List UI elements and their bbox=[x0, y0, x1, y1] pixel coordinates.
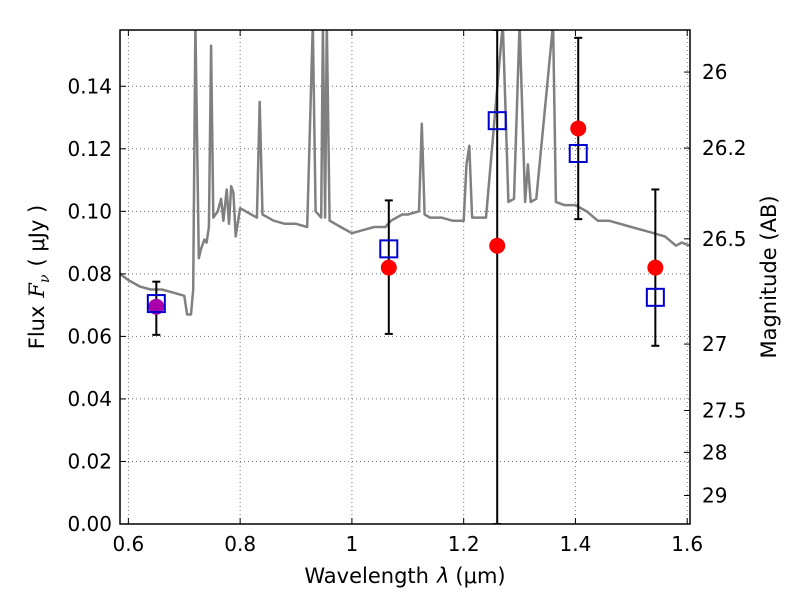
y-axis-label-sub: ν bbox=[37, 274, 53, 283]
spectrum-layer bbox=[120, 30, 690, 316]
y2-tick-label: 27 bbox=[702, 332, 727, 356]
x-axis-label-text: Wavelength bbox=[304, 564, 429, 588]
y-tick-label: 0.10 bbox=[67, 199, 112, 223]
plot-frame bbox=[119, 29, 691, 525]
y2-tick-label: 26 bbox=[702, 60, 727, 84]
observed-point bbox=[380, 259, 397, 276]
observed-point bbox=[489, 237, 506, 254]
y-tick-label: 0.06 bbox=[67, 324, 112, 348]
x-axis-label-unit: (μm) bbox=[455, 564, 505, 588]
model-spectrum-line bbox=[120, 30, 690, 316]
y-tick-label: 0.12 bbox=[67, 137, 112, 161]
model-photometry-square bbox=[379, 239, 399, 259]
y2-tick-label: 28 bbox=[702, 440, 727, 464]
y2-tick-label: 26.2 bbox=[702, 136, 747, 160]
y-tick-label: 0.02 bbox=[67, 449, 112, 473]
y-tick-label: 0.08 bbox=[67, 262, 112, 286]
x-tick-label: 1.2 bbox=[448, 532, 480, 556]
observed-point bbox=[647, 259, 664, 276]
observed-point bbox=[148, 298, 165, 315]
y-tick-label: 0.00 bbox=[67, 512, 112, 536]
y2-tick-label: 29 bbox=[702, 483, 727, 507]
model-photometry-square bbox=[645, 287, 665, 307]
y2-axis-label: Magnitude (AB) bbox=[757, 195, 781, 358]
y-axis-label-text: Flux bbox=[25, 306, 49, 350]
y-axis-label: Flux Fν ( μJy ) bbox=[25, 205, 53, 349]
model-photometry-square bbox=[487, 111, 507, 131]
y-tick-label: 0.14 bbox=[67, 74, 112, 98]
y-tick-label: 0.04 bbox=[67, 387, 112, 411]
x-tick-label: 0.6 bbox=[112, 532, 144, 556]
grid-layer bbox=[120, 30, 690, 525]
x-axis-label: Wavelength λ (μm) bbox=[304, 564, 505, 588]
y-axis-label-symbol: F bbox=[25, 282, 49, 299]
model-photometry-square bbox=[568, 144, 588, 163]
x-tick-label: 1.4 bbox=[560, 532, 592, 556]
points-layer bbox=[146, 30, 665, 524]
y2-tick-label: 27.5 bbox=[702, 398, 747, 422]
observed-point bbox=[570, 120, 587, 137]
x-tick-label: 0.8 bbox=[224, 532, 256, 556]
ticks-layer: 0.6 0.8 1 1.2 1.4 1.6 0.00 0.02 0.04 0.06 0.08 0.10… bbox=[67, 30, 747, 556]
x-axis-label-symbol: λ bbox=[436, 564, 449, 588]
y-axis-label-unit: ( μJy ) bbox=[25, 205, 49, 267]
x-tick-label: 1.6 bbox=[671, 532, 703, 556]
model-photometry-square bbox=[146, 294, 166, 314]
y2-tick-label: 26.5 bbox=[702, 227, 747, 251]
x-tick-label: 1 bbox=[346, 532, 359, 556]
